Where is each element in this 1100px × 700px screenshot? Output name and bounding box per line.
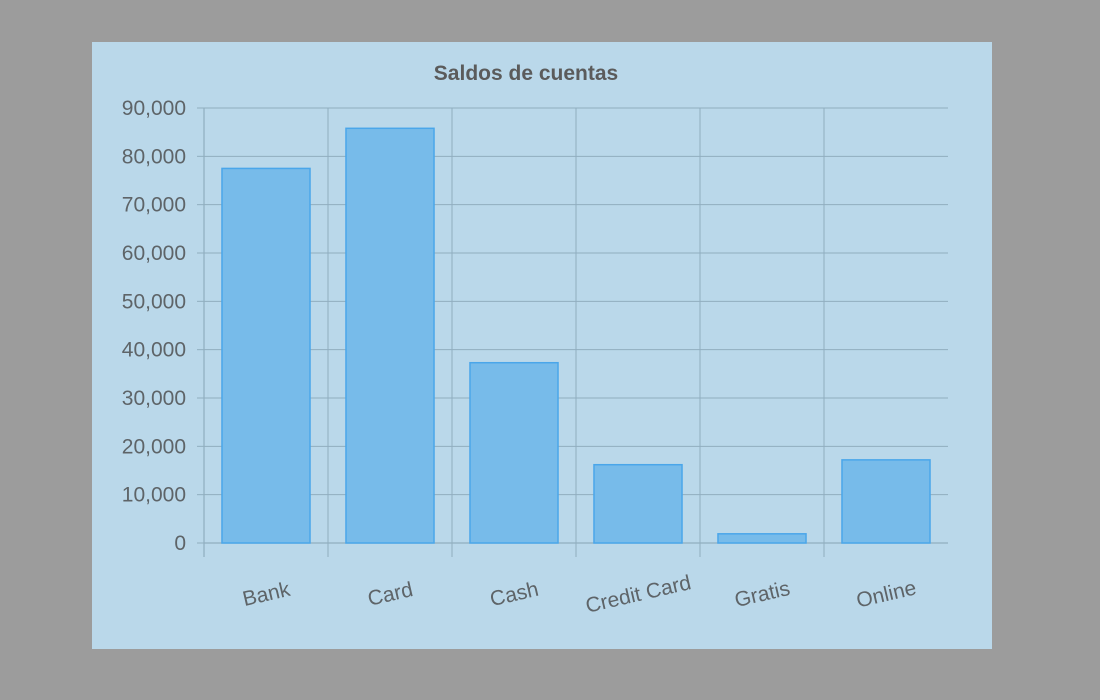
bar-bank[interactable]	[221, 167, 311, 544]
y-tick-label: 10,000	[122, 484, 186, 507]
chart-container: Saldos de cuentas 0 10,000 20,000 30,000 40,…	[92, 42, 992, 649]
y-tick-label: 0	[174, 532, 186, 555]
bar-card[interactable]	[345, 127, 435, 544]
bar-gratis[interactable]	[717, 533, 807, 544]
x-tick-label: Gratis	[732, 577, 792, 612]
bar-online[interactable]	[841, 459, 931, 544]
chart-title: Saldos de cuentas	[434, 62, 618, 85]
bar-credit-card[interactable]	[593, 463, 683, 544]
x-axis-labels: Bank Card Cash Credit Card Gratis Online	[240, 571, 918, 618]
bar-cash[interactable]	[469, 361, 559, 544]
x-tick-label: Card	[366, 578, 416, 611]
bars	[221, 127, 931, 544]
x-tick-label: Online	[854, 576, 918, 612]
x-tick-label: Bank	[240, 578, 292, 611]
y-tick-label: 20,000	[122, 435, 186, 458]
grid	[197, 107, 948, 557]
y-tick-label: 30,000	[122, 387, 186, 410]
y-tick-label: 80,000	[122, 145, 186, 168]
y-tick-label: 70,000	[122, 194, 186, 217]
y-tick-label: 50,000	[122, 290, 186, 313]
x-tick-label: Credit Card	[583, 571, 693, 618]
x-tick-label: Cash	[488, 578, 541, 611]
y-tick-label: 40,000	[122, 339, 186, 362]
y-axis-ticks: 0 10,000 20,000 30,000 40,000 50,000 60,000 70,…	[122, 97, 186, 555]
y-tick-label: 60,000	[122, 242, 186, 265]
y-tick-label: 90,000	[122, 97, 186, 120]
bar-chart: Saldos de cuentas 0 10,000 20,000 30,000 40,…	[122, 62, 948, 618]
